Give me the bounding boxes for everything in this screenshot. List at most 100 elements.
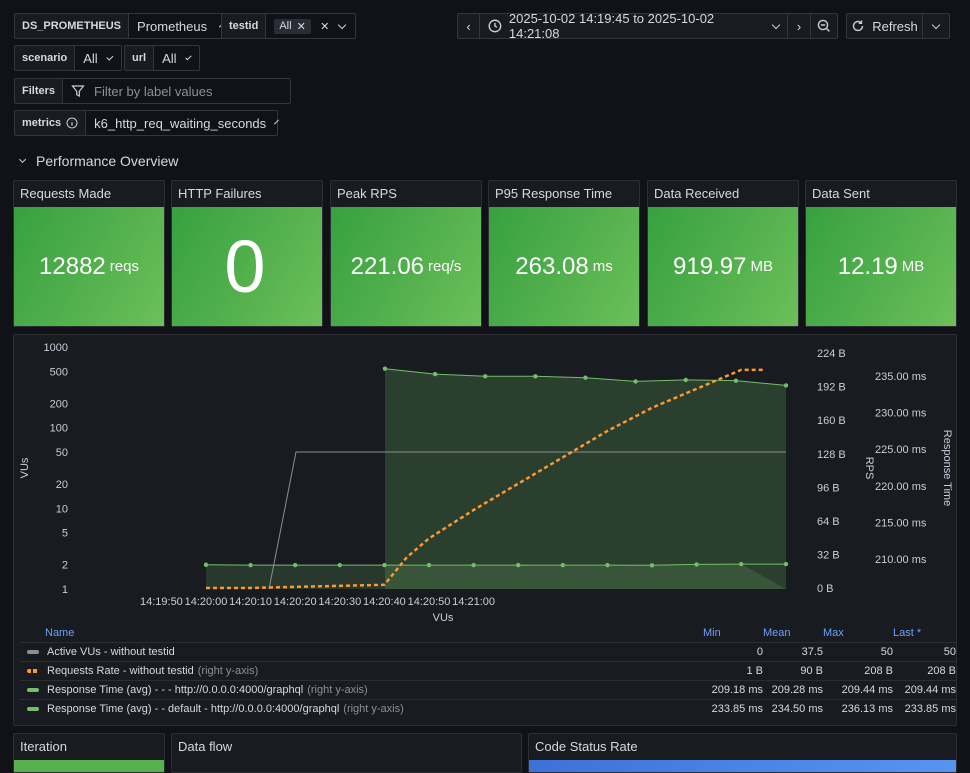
testid-select[interactable]: All ✕ ✕: [265, 13, 357, 39]
y-tick-label: 1000: [44, 342, 68, 354]
resp-default-point: [683, 377, 688, 383]
resp-tick-label: 235.00 ms: [875, 371, 927, 383]
legend-row[interactable]: Response Time (avg) - - default - http:/…: [20, 699, 956, 718]
legend-series-name: Requests Rate - without testid (right y-a…: [20, 665, 703, 677]
stat-title: P95 Response Time: [495, 186, 613, 201]
legend-series-name: Active VUs - without testid: [20, 646, 703, 658]
resp-avg-point: [248, 562, 253, 568]
testid-label: testid: [221, 13, 266, 39]
resp-avg-point: [560, 562, 565, 568]
legend-header-name[interactable]: Name: [45, 627, 75, 639]
url-label: url: [124, 45, 154, 71]
y-tick-label: 10: [56, 503, 68, 515]
legend-row[interactable]: Response Time (avg) - - - http://0.0.0.0…: [20, 680, 956, 699]
resp-default-area: [385, 368, 786, 589]
refresh-interval-picker[interactable]: [922, 13, 950, 39]
resp-avg-point: [649, 563, 655, 568]
legend-header-max[interactable]: Max: [823, 627, 844, 639]
y-tick-label: 500: [50, 366, 68, 378]
stat-value: 0: [224, 225, 266, 308]
stat-unit: req/s: [428, 258, 462, 275]
legend-header-mean[interactable]: Mean: [763, 627, 791, 639]
resp-avg-area: [206, 564, 786, 589]
legend-mean: 234.50 ms: [771, 703, 823, 715]
legend-row[interactable]: Active VUs - without testid 0 37.5 50 50: [20, 642, 956, 661]
legend-mean: 209.28 ms: [771, 684, 823, 696]
metrics-variable: metrics k6_http_req_waiting_seconds: [14, 110, 280, 136]
y-tick-label: 20: [56, 479, 68, 491]
x-tick-label: 14:20:30: [318, 596, 361, 608]
resp-avg-point: [426, 562, 432, 568]
legend-last: 233.85 ms: [904, 703, 956, 715]
stat-value: 919.97: [673, 252, 747, 280]
stat-value: 221.06: [350, 252, 425, 280]
legend-header-min[interactable]: Min: [703, 627, 721, 639]
refresh-button[interactable]: Refresh: [846, 13, 923, 39]
datasource-value: Prometheus: [137, 18, 208, 34]
data-flow-title: Data flow: [178, 739, 233, 754]
stat-title: Data Received: [654, 186, 740, 201]
filters-input[interactable]: Filter by label values: [62, 78, 292, 104]
url-select[interactable]: All: [153, 45, 201, 71]
stat-title: Peak RPS: [337, 186, 397, 201]
legend-last: 209.44 ms: [904, 684, 956, 696]
legend-name-text: Response Time (avg) - - - http://0.0.0.0…: [47, 684, 304, 696]
y-tick-label: 2: [62, 560, 68, 572]
testid-chip: All ✕: [274, 18, 311, 34]
legend-axis-note: (right y-axis): [307, 684, 368, 696]
stat-value: 12882: [39, 252, 106, 280]
legend-min: 0: [756, 646, 763, 658]
stat-title: Data Sent: [812, 186, 870, 201]
x-axis-label: VUs: [433, 612, 454, 624]
testid-variable: testid All ✕ ✕: [221, 13, 357, 39]
filters-placeholder: Filter by label values: [94, 83, 213, 99]
resp-avg-point: [203, 562, 209, 567]
zoom-out-icon: [817, 19, 830, 32]
y-tick-label: 1: [62, 584, 68, 596]
zoom-out-button[interactable]: [810, 13, 838, 39]
legend-max: 208 B: [864, 665, 893, 677]
data-flow-panel: Data flow: [171, 733, 522, 773]
time-forward-button[interactable]: ›: [787, 13, 811, 39]
resp-avg-line: [205, 563, 786, 566]
clear-icon[interactable]: ✕: [320, 20, 330, 33]
time-range-picker[interactable]: 2025-10-02 14:19:45 to 2025-10-02 14:21:…: [479, 11, 788, 41]
resp-avg-point: [739, 561, 744, 567]
legend-axis-note: (right y-axis): [343, 703, 404, 715]
y-tick-label: 5: [62, 528, 68, 540]
resp-avg-point: [694, 562, 699, 567]
datasource-select[interactable]: Prometheus: [128, 13, 229, 39]
legend-mean: 37.5: [801, 646, 823, 658]
legend-min: 209.18 ms: [711, 684, 763, 696]
stat-panel: Data Received 919.97 MB: [647, 180, 799, 327]
legend-series-name: Response Time (avg) - - default - http:/…: [20, 703, 703, 715]
row-header[interactable]: Performance Overview: [18, 153, 178, 169]
scenario-variable: scenario All: [14, 45, 123, 71]
legend-last: 208 B: [927, 665, 956, 677]
legend-max: 209.44 ms: [841, 684, 893, 696]
remove-chip-icon[interactable]: ✕: [296, 20, 306, 33]
legend-header: Name Min Mean Max Last *: [20, 624, 956, 642]
stat-title: HTTP Failures: [178, 186, 262, 201]
y-tick-label: 50: [56, 447, 68, 459]
info-icon[interactable]: [66, 117, 78, 129]
stat-unit: MB: [750, 258, 773, 275]
resp-tick-label: 225.00 ms: [875, 444, 927, 456]
iteration-panel: Iteration: [13, 733, 165, 773]
resp-avg-point: [605, 562, 610, 568]
scenario-select[interactable]: All: [74, 45, 123, 71]
legend-last: 50: [943, 646, 956, 658]
legend-header-last[interactable]: Last *: [893, 627, 922, 639]
time-back-button[interactable]: ‹: [457, 13, 480, 39]
resp-tick-label: 210.00 ms: [875, 554, 927, 566]
resp-avg-point: [516, 562, 521, 568]
rps-axis-label: RPS: [863, 457, 875, 480]
resp-avg-point: [783, 561, 789, 567]
stat-value-area: 221.06 req/s: [331, 207, 481, 326]
metrics-select[interactable]: k6_http_req_waiting_seconds: [85, 110, 280, 136]
datasource-variable: DS_PROMETHEUS Prometheus: [14, 13, 229, 39]
timeseries-chart: 1000 500 200 100 50 20 10 5 2 1 VUs 14:19:50 14:20:0…: [19, 342, 953, 624]
time-range-label: 2025-10-02 14:19:45 to 2025-10-02 14:21:…: [508, 11, 715, 41]
x-tick-label: 14:20:50: [408, 596, 451, 608]
legend-row[interactable]: Requests Rate - without testid (right y-a…: [20, 661, 956, 680]
